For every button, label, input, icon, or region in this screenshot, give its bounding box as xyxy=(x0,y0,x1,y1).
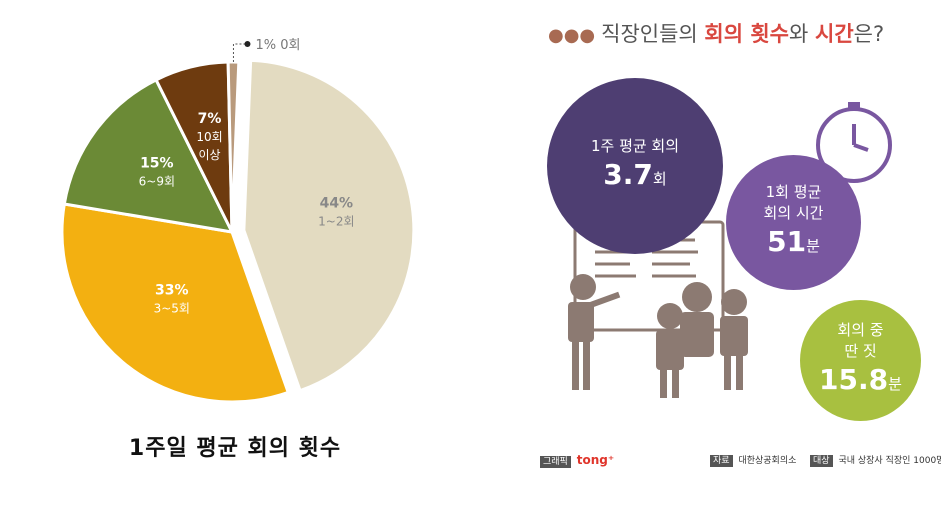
weekly-meetings-circle: 1주 평균 회의 3.7회 xyxy=(547,78,723,254)
pie-slice xyxy=(226,60,241,233)
clock-icon xyxy=(816,102,892,183)
meeting-duration-value: 51분 xyxy=(767,224,820,258)
slice-range-label: 3~5회 xyxy=(154,302,190,316)
slice-range-label: 1~2회 xyxy=(318,214,354,228)
slice-percent-label: 44% xyxy=(320,195,354,211)
footer-credit: 그래픽 tong⁺ xyxy=(540,453,614,468)
chart-caption: 1주일 평균 회의 횟수 xyxy=(128,436,342,461)
infographic-title: ●●● 직장인들의 회의 횟수와 시간은? xyxy=(548,22,885,46)
slice-range-label: 이상 xyxy=(198,148,220,162)
presenter-icon xyxy=(568,274,621,390)
footer-source: 자료 대한상공회의소 xyxy=(710,453,796,467)
audience-icon xyxy=(656,282,748,398)
pie-slice xyxy=(62,77,235,234)
pie-slice xyxy=(60,202,291,404)
callout-line xyxy=(232,43,248,63)
weekly-meetings-value: 3.7회 xyxy=(603,157,667,191)
slice-percent-label: 7% xyxy=(198,111,222,127)
slice-percent-label: 15% xyxy=(140,155,174,171)
meeting-duration-circle: 1회 평균 회의 시간 51분 xyxy=(726,155,861,290)
pie-slice xyxy=(242,58,416,393)
slice-range-label: 10회 xyxy=(196,130,222,144)
distraction-circle: 회의 중 딴 짓 15.8분 xyxy=(800,300,921,421)
callout-dot xyxy=(244,41,251,48)
infographic-panel: ●●● 직장인들의 회의 횟수와 시간은? xyxy=(520,0,941,515)
slice-range-label: 6~9회 xyxy=(139,174,175,188)
slice-percent-label: 33% xyxy=(155,283,189,299)
footer-target: 대상 국내 상장사 직장인 1000명 xyxy=(810,453,941,467)
meeting-illustration xyxy=(568,102,892,398)
people-icon: ●●● xyxy=(548,25,596,46)
distraction-value: 15.8분 xyxy=(819,362,902,396)
slice-callout-label: 1% 0회 xyxy=(255,38,300,53)
